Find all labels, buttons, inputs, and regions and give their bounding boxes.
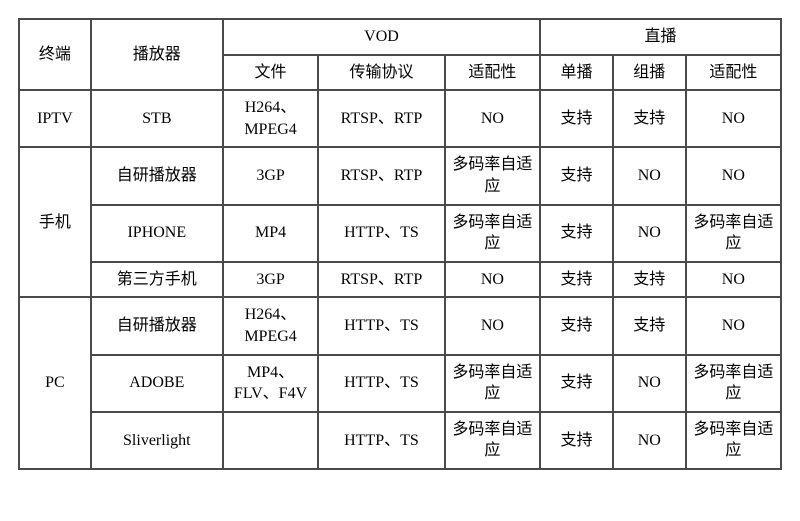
unicast-cell: 支持	[540, 412, 613, 469]
live-adapt-cell: NO	[686, 297, 781, 354]
multicast-cell: NO	[613, 205, 686, 262]
live-adapt-cell: NO	[686, 147, 781, 204]
header-multicast: 组播	[613, 55, 686, 91]
table-row: Sliverlight HTTP、TS 多码率自适应 支持 NO 多码率自适应	[19, 412, 781, 469]
file-cell: MP4	[223, 205, 318, 262]
header-vod-adapt: 适配性	[445, 55, 540, 91]
live-adapt-cell: NO	[686, 90, 781, 147]
multicast-cell: 支持	[613, 262, 686, 298]
protocol-cell: HTTP、TS	[318, 355, 445, 412]
table-row: ADOBE MP4、FLV、F4V HTTP、TS 多码率自适应 支持 NO 多…	[19, 355, 781, 412]
player-cell: 第三方手机	[91, 262, 223, 298]
live-adapt-cell: 多码率自适应	[686, 355, 781, 412]
file-cell: 3GP	[223, 262, 318, 298]
header-live-adapt: 适配性	[686, 55, 781, 91]
file-cell: H264、MPEG4	[223, 90, 318, 147]
multicast-cell: NO	[613, 147, 686, 204]
table-body: IPTV STB H264、MPEG4 RTSP、RTP NO 支持 支持 NO…	[19, 90, 781, 469]
file-cell: 3GP	[223, 147, 318, 204]
live-adapt-cell: 多码率自适应	[686, 412, 781, 469]
unicast-cell: 支持	[540, 205, 613, 262]
header-unicast: 单播	[540, 55, 613, 91]
table-row: IPHONE MP4 HTTP、TS 多码率自适应 支持 NO 多码率自适应	[19, 205, 781, 262]
player-cell: IPHONE	[91, 205, 223, 262]
vod-adapt-cell: NO	[445, 262, 540, 298]
unicast-cell: 支持	[540, 147, 613, 204]
vod-adapt-cell: 多码率自适应	[445, 205, 540, 262]
unicast-cell: 支持	[540, 355, 613, 412]
header-vod: VOD	[223, 19, 540, 55]
media-capability-table: 终端 播放器 VOD 直播 文件 传输协议 适配性 单播 组播 适配性 IPTV…	[18, 18, 782, 470]
multicast-cell: NO	[613, 355, 686, 412]
player-cell: STB	[91, 90, 223, 147]
table-row: IPTV STB H264、MPEG4 RTSP、RTP NO 支持 支持 NO	[19, 90, 781, 147]
file-cell: H264、MPEG4	[223, 297, 318, 354]
live-adapt-cell: 多码率自适应	[686, 205, 781, 262]
header-live: 直播	[540, 19, 781, 55]
file-cell: MP4、FLV、F4V	[223, 355, 318, 412]
header-player: 播放器	[91, 19, 223, 90]
multicast-cell: NO	[613, 412, 686, 469]
multicast-cell: 支持	[613, 90, 686, 147]
vod-adapt-cell: 多码率自适应	[445, 412, 540, 469]
header-file: 文件	[223, 55, 318, 91]
unicast-cell: 支持	[540, 262, 613, 298]
unicast-cell: 支持	[540, 90, 613, 147]
protocol-cell: HTTP、TS	[318, 297, 445, 354]
protocol-cell: HTTP、TS	[318, 205, 445, 262]
protocol-cell: RTSP、RTP	[318, 262, 445, 298]
vod-adapt-cell: NO	[445, 297, 540, 354]
vod-adapt-cell: 多码率自适应	[445, 355, 540, 412]
protocol-cell: RTSP、RTP	[318, 147, 445, 204]
player-cell: Sliverlight	[91, 412, 223, 469]
player-cell: 自研播放器	[91, 147, 223, 204]
table-row: 第三方手机 3GP RTSP、RTP NO 支持 支持 NO	[19, 262, 781, 298]
table-row: 手机 自研播放器 3GP RTSP、RTP 多码率自适应 支持 NO NO	[19, 147, 781, 204]
player-cell: 自研播放器	[91, 297, 223, 354]
unicast-cell: 支持	[540, 297, 613, 354]
terminal-cell: 手机	[19, 147, 91, 297]
multicast-cell: 支持	[613, 297, 686, 354]
table-row: PC 自研播放器 H264、MPEG4 HTTP、TS NO 支持 支持 NO	[19, 297, 781, 354]
header-protocol: 传输协议	[318, 55, 445, 91]
vod-adapt-cell: 多码率自适应	[445, 147, 540, 204]
protocol-cell: RTSP、RTP	[318, 90, 445, 147]
header-terminal: 终端	[19, 19, 91, 90]
terminal-cell: PC	[19, 297, 91, 469]
vod-adapt-cell: NO	[445, 90, 540, 147]
table-header: 终端 播放器 VOD 直播 文件 传输协议 适配性 单播 组播 适配性	[19, 19, 781, 90]
file-cell	[223, 412, 318, 469]
terminal-cell: IPTV	[19, 90, 91, 147]
live-adapt-cell: NO	[686, 262, 781, 298]
player-cell: ADOBE	[91, 355, 223, 412]
protocol-cell: HTTP、TS	[318, 412, 445, 469]
